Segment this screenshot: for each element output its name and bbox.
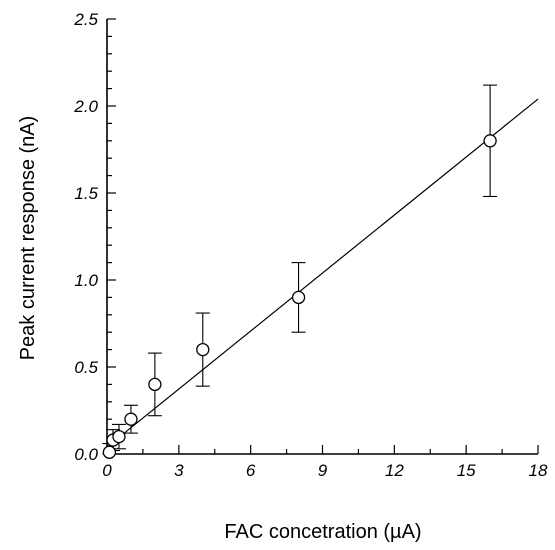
data-point — [483, 134, 497, 148]
x-tick-label: 3 — [174, 461, 184, 480]
y-tick-label: 2.5 — [73, 10, 98, 29]
data-point — [124, 412, 138, 426]
x-tick-label: 9 — [318, 461, 328, 480]
data-point — [148, 377, 162, 392]
data-point — [196, 342, 210, 357]
axes — [106, 19, 538, 455]
data-point — [112, 429, 126, 444]
y-tick-label: 2.0 — [73, 97, 98, 116]
x-tick-label: 0 — [102, 461, 112, 480]
x-axis-label: FAC concetration (µA) — [224, 521, 421, 543]
y-tick-label: 0.0 — [74, 445, 98, 464]
x-tick-label: 18 — [529, 461, 548, 480]
x-axis-ticks: 0 3 6 9 12 15 18 — [102, 445, 548, 480]
data-point — [291, 290, 306, 305]
x-tick-label: 6 — [246, 461, 256, 480]
error-bars — [102, 84, 498, 455]
fit-line-group — [106, 98, 539, 448]
y-tick-label: 1.5 — [74, 184, 98, 203]
y-tick-label: 1.0 — [74, 271, 98, 290]
y-axis-label: Peak current response (nA) — [17, 116, 39, 361]
x-tick-label: 15 — [457, 461, 476, 480]
data-point — [102, 445, 117, 459]
data-points — [102, 134, 497, 459]
y-axis-ticks: 0.0 0.5 1.0 1.5 2.0 2.5 — [73, 10, 116, 464]
y-tick-label: 0.5 — [74, 358, 98, 377]
fit-line — [106, 98, 539, 448]
x-tick-label: 12 — [385, 461, 404, 480]
